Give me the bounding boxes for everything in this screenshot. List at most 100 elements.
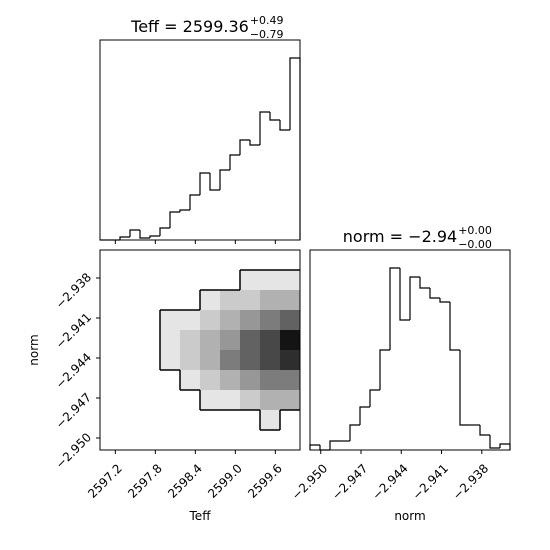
density-cell bbox=[240, 250, 261, 271]
density-cell bbox=[180, 390, 201, 411]
density-cell bbox=[200, 250, 221, 271]
histogram-step bbox=[169, 211, 180, 228]
title-sub: −0.79 bbox=[250, 28, 284, 41]
y-tick-label: −2.950 bbox=[53, 430, 94, 471]
density-cell bbox=[240, 410, 261, 431]
title-sub: −0.00 bbox=[458, 238, 492, 251]
density-cell bbox=[100, 330, 121, 351]
density-cell bbox=[120, 250, 141, 271]
histogram-step bbox=[219, 169, 230, 190]
density-cell bbox=[260, 430, 281, 451]
density-cell bbox=[240, 330, 261, 351]
density-cell bbox=[220, 350, 241, 371]
density-cell bbox=[180, 410, 201, 431]
density-cell bbox=[160, 330, 181, 351]
title-sup: +0.00 bbox=[458, 224, 492, 237]
histogram-step bbox=[449, 302, 460, 351]
density-cell bbox=[160, 290, 181, 311]
density-cell bbox=[160, 370, 181, 391]
density-cell bbox=[220, 270, 241, 291]
density-cell bbox=[280, 430, 301, 451]
histogram-step bbox=[159, 227, 170, 236]
density-cell bbox=[180, 310, 201, 331]
x-axis-label: Teff bbox=[189, 509, 212, 523]
density-cell bbox=[180, 290, 201, 311]
axes-frame bbox=[99, 249, 301, 451]
x-tick-label: 2597.8 bbox=[125, 461, 165, 501]
x-tick-label: 2599.0 bbox=[205, 461, 245, 501]
density-cell bbox=[180, 430, 201, 451]
x-tick-label: 2597.2 bbox=[85, 461, 125, 501]
density-cell bbox=[220, 430, 241, 451]
density-cell bbox=[140, 310, 161, 331]
x-tick-label: −2.938 bbox=[450, 461, 491, 502]
density-cell bbox=[260, 290, 281, 311]
histogram-step bbox=[329, 440, 340, 450]
density-cell bbox=[140, 270, 161, 291]
density-cell bbox=[140, 430, 161, 451]
histogram-step bbox=[199, 172, 210, 195]
histogram-step bbox=[489, 435, 500, 449]
histogram-step bbox=[349, 424, 360, 441]
density-cell bbox=[100, 290, 121, 311]
histogram-step bbox=[319, 445, 330, 451]
histogram-step bbox=[249, 140, 260, 146]
x-tick-label: −2.941 bbox=[410, 461, 451, 502]
density-cell bbox=[220, 390, 241, 411]
density-cell bbox=[200, 390, 221, 411]
title-sup: +0.49 bbox=[250, 14, 284, 27]
density-cell bbox=[280, 350, 301, 371]
density-cell bbox=[280, 390, 301, 411]
density-cell bbox=[160, 250, 181, 271]
density-cell bbox=[260, 350, 281, 371]
histogram-step bbox=[119, 236, 130, 240]
density-cell bbox=[120, 410, 141, 431]
density-cell bbox=[240, 310, 261, 331]
histogram-step bbox=[289, 57, 301, 240]
density-cell bbox=[120, 330, 141, 351]
density-cell bbox=[120, 350, 141, 371]
histogram-step bbox=[479, 425, 490, 436]
histogram-step bbox=[139, 230, 150, 239]
x-tick-label: 2599.6 bbox=[245, 461, 285, 501]
x-tick-label: −2.950 bbox=[289, 461, 330, 502]
x-axis-label: norm bbox=[394, 509, 425, 523]
density-cell bbox=[240, 370, 261, 391]
density-cell bbox=[220, 310, 241, 331]
density-cell bbox=[180, 250, 201, 271]
x-tick-label: −2.947 bbox=[329, 461, 370, 502]
density-cell bbox=[280, 270, 301, 291]
histogram-step bbox=[379, 349, 390, 390]
y-tick-label: −2.938 bbox=[53, 270, 94, 311]
axes-frame bbox=[309, 249, 511, 451]
density-cell bbox=[240, 350, 261, 371]
density-cell bbox=[200, 410, 221, 431]
density-cell bbox=[140, 250, 161, 271]
histogram-step bbox=[179, 209, 190, 212]
histogram-step bbox=[429, 288, 440, 299]
density-cell bbox=[100, 430, 121, 451]
density-cell bbox=[100, 390, 121, 411]
title-main: Teff = 2599.36 bbox=[130, 17, 249, 36]
density-cell bbox=[280, 410, 301, 431]
density-cell bbox=[200, 310, 221, 331]
histogram-step bbox=[239, 139, 250, 155]
density-cell bbox=[100, 410, 121, 431]
density-cell bbox=[220, 330, 241, 351]
histogram-step bbox=[189, 194, 200, 210]
density-cell bbox=[200, 270, 221, 291]
histogram-step bbox=[409, 276, 420, 320]
density-cell bbox=[100, 310, 121, 331]
histogram-step bbox=[419, 277, 430, 289]
density-cell bbox=[220, 410, 241, 431]
density-cell bbox=[160, 410, 181, 431]
density-cell bbox=[260, 370, 281, 391]
histogram-step bbox=[209, 173, 220, 191]
histogram-step bbox=[359, 406, 370, 425]
density-cell bbox=[260, 410, 281, 431]
density-cell bbox=[180, 350, 201, 371]
density-cell bbox=[100, 270, 121, 291]
density-cell bbox=[240, 290, 261, 311]
density-cell bbox=[240, 390, 261, 411]
